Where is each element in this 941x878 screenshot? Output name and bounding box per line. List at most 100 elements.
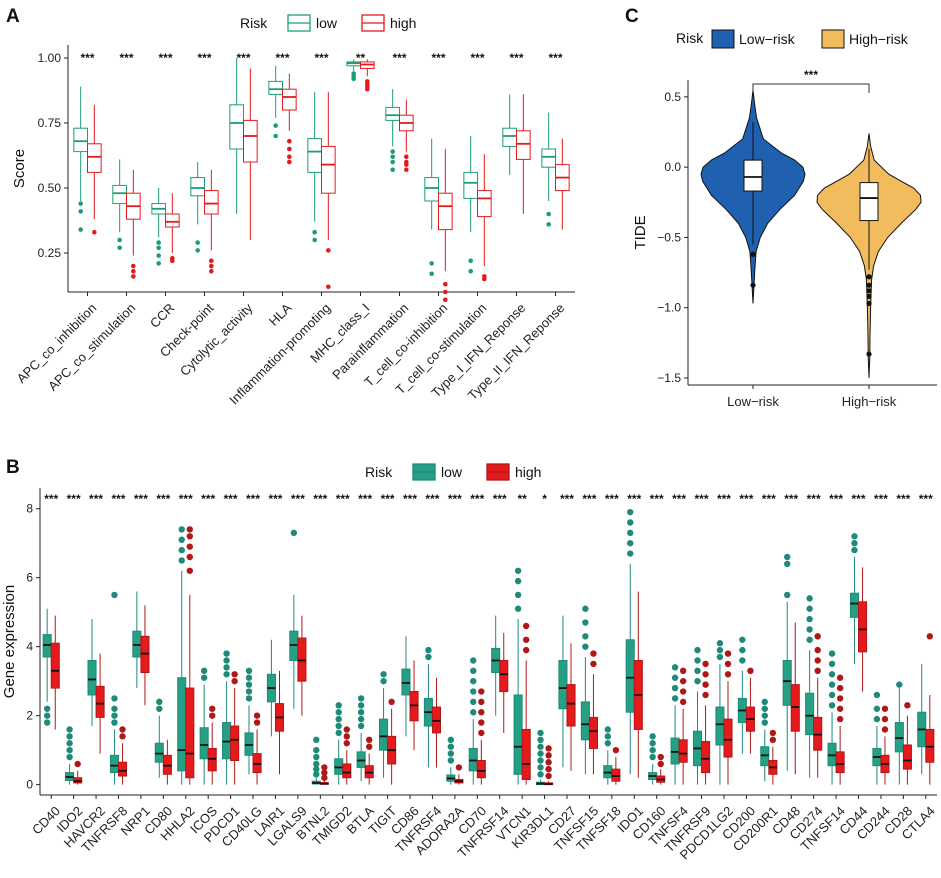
outlier-icos-high [209, 712, 216, 719]
outlier-cd200r1-low [761, 698, 768, 706]
x-tick-label-ccr: CCR [147, 300, 178, 331]
outlier-ido2-low [66, 746, 73, 754]
box-tnfsf15-high [588, 716, 598, 749]
outlier-tnfsf14-high [836, 705, 844, 712]
legend-label-high-risk: High−risk [849, 31, 909, 47]
outlier-cd244-high [881, 705, 889, 712]
significance-tnfrsf4: *** [425, 492, 439, 506]
outlier-tnfsf14-low [828, 660, 836, 668]
outlier-vtcn1-low [514, 577, 522, 585]
x-tick-label-low-risk: Low−risk [727, 394, 779, 409]
outlier-vtcn1-low [514, 567, 522, 574]
outlier-hhla2-low [178, 557, 185, 564]
outlier-tnfrsf9-high [702, 681, 709, 688]
y-tick-label-c: −1.5 [657, 371, 681, 385]
outlier-cd200r1-high [769, 729, 777, 737]
outlier-hhla2-low [178, 526, 185, 533]
outlier-cd200-high [747, 667, 754, 675]
outlier-cd70-high [478, 729, 485, 737]
box-tnfrsf8-high [117, 761, 128, 777]
outlier-tnfrsf8-low [111, 719, 118, 726]
outlier-tnfrsf8-low [111, 712, 118, 719]
significance-type-ii-ifn-reponse: *** [548, 51, 562, 65]
box-apc-co-stimulation-low [112, 184, 127, 205]
outlier-tnfsf15-low [582, 605, 589, 612]
outlier-pdcd1-high [231, 671, 238, 678]
outlier-btnl2-low [313, 753, 320, 761]
y-tick-label: 2 [26, 709, 33, 723]
outlier-cd274-high [814, 657, 821, 664]
box-cd40-high [50, 642, 60, 689]
box-inflammation-promoting-high [321, 145, 336, 194]
outlier-t-cell-co-inhibition-high [443, 297, 448, 303]
significance-cd86: *** [403, 492, 417, 506]
box-tnfsf4-high [678, 739, 688, 763]
outlier-hhla2-high [186, 533, 193, 540]
significance-check-point: *** [197, 51, 211, 65]
box-pdcd1-high [230, 725, 240, 762]
outlier-adora2a-low [447, 743, 455, 750]
outlier-btnl2-low [313, 771, 320, 778]
box-t-cell-co-stimulation-high [477, 190, 492, 218]
significance-cd28: *** [896, 492, 910, 506]
y-tick-label: 1.00 [38, 51, 62, 65]
significance-cd244: *** [874, 492, 888, 506]
y-tick-label-c: 0.0 [664, 160, 681, 174]
outlier-t-cell-co-inhibition-high [443, 289, 448, 295]
outlier-inflammation-promoting-low [312, 237, 317, 243]
outlier-hhla2-low [178, 546, 185, 554]
outlier-cd44-low [851, 539, 858, 547]
outlier-high-risk [866, 282, 872, 288]
outlier-high-risk [866, 293, 872, 300]
outlier-cd160-low [649, 733, 656, 740]
outlier-cd40lg-low [245, 695, 253, 702]
outlier-kir3dl1-low [537, 743, 544, 750]
outlier-low-risk [750, 251, 756, 257]
outlier-cd200r1-low [761, 712, 768, 719]
significance-cd44: *** [852, 492, 866, 506]
box-pdcd1lg2-low [715, 706, 725, 746]
y-axis-title: Score [11, 149, 28, 188]
outlier-check-point-high [209, 268, 214, 274]
box-tigit-low [379, 718, 389, 751]
outlier-tnfsf4-high [679, 677, 687, 685]
outlier-ccr-low [156, 240, 161, 245]
legend-label-low-risk: Low−risk [739, 31, 796, 47]
outlier-cd80-low [156, 705, 163, 712]
outlier-cd70-high [478, 709, 485, 716]
outlier-btnl2-low [313, 765, 320, 773]
outlier-parainflammation-low [390, 154, 395, 160]
outlier-high-risk [866, 300, 872, 307]
outlier-tnfsf14-high [836, 684, 844, 692]
outlier-kir3dl1-high [545, 759, 552, 766]
y-axis-title: Gene expression [1, 585, 18, 698]
outlier-cd244-high [881, 715, 889, 723]
outlier-pdcd1-low [223, 664, 230, 671]
outlier-tnfsf15-low [582, 619, 589, 626]
outlier-cd200r1-high [769, 736, 777, 744]
outlier-tmigd2-high [343, 733, 350, 740]
significance-cd70: *** [470, 492, 484, 506]
outlier-btla-low [357, 722, 365, 730]
outlier-high-risk [866, 274, 872, 280]
outlier-kir3dl1-high [545, 765, 552, 773]
outlier-pdcd1lg2-high [724, 660, 732, 668]
outlier-tnfsf14-low [828, 671, 836, 678]
box-cd28-high [902, 744, 912, 770]
outlier-tnfrsf8-high [119, 726, 126, 733]
outlier-ido2-low [66, 726, 73, 733]
outlier-tnfsf15-low [582, 633, 589, 640]
significance-adora2a: *** [448, 492, 462, 506]
outlier-cd40lg-low [245, 674, 253, 681]
outlier-cd274-high [814, 667, 821, 675]
legend-key-low-risk [711, 29, 735, 49]
y-axis-title-c: TIDE [632, 215, 649, 249]
outlier-tnfsf15-high [590, 650, 597, 657]
outlier-kir3dl1-high [545, 772, 552, 780]
significance-tnfsf4: *** [672, 492, 686, 506]
box-low-risk [743, 159, 763, 192]
outlier-hhla2-high [186, 526, 193, 533]
outlier-btla-low [357, 715, 365, 723]
